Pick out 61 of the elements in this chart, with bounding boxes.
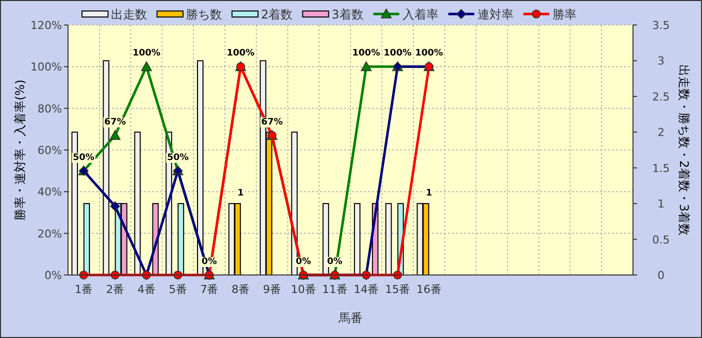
y-tick-label: 0% bbox=[44, 269, 62, 282]
legend-label: 2着数 bbox=[261, 8, 293, 22]
legend-label: 入着率 bbox=[402, 8, 438, 22]
data-label: 100% bbox=[384, 48, 412, 59]
bar bbox=[385, 203, 392, 276]
x-tick-label: 11番 bbox=[322, 283, 348, 296]
data-label: 100% bbox=[352, 48, 380, 59]
bar bbox=[354, 203, 360, 276]
y2-tick-label: 1.5 bbox=[652, 162, 670, 175]
y-tick-label: 60% bbox=[38, 144, 62, 157]
data-label: 100% bbox=[415, 48, 443, 59]
x-tick-label: 1番 bbox=[74, 283, 93, 296]
data-label: 100% bbox=[132, 48, 160, 59]
y-tick-label: 100% bbox=[30, 60, 62, 74]
legend-label: 勝率 bbox=[552, 8, 576, 22]
y2-tick-label: 2.5 bbox=[652, 90, 670, 104]
x-tick-label: 10番 bbox=[290, 283, 316, 296]
point bbox=[360, 61, 372, 72]
data-label: 0% bbox=[327, 257, 342, 267]
data-label: 1 bbox=[238, 188, 244, 199]
y-tick-label: 120% bbox=[30, 19, 62, 32]
point bbox=[141, 61, 152, 72]
x-tick-label: 4番 bbox=[137, 283, 156, 296]
bar bbox=[83, 203, 90, 276]
y2-tick-label: 3 bbox=[658, 54, 664, 68]
y-tick-label: 80% bbox=[38, 102, 62, 116]
legend-label: 3着数 bbox=[332, 8, 364, 22]
data-label: 50% bbox=[72, 152, 94, 163]
legend-label: 勝ち数 bbox=[186, 8, 222, 22]
y-axis-title: 勝率・連対率・入着率(%) bbox=[13, 80, 27, 220]
y-tick-label: 20% bbox=[38, 227, 62, 240]
legend-label: 連対率 bbox=[477, 8, 514, 22]
point bbox=[110, 130, 120, 140]
y2-tick-label: 3.5 bbox=[652, 19, 670, 32]
y2-tick-label: 0 bbox=[658, 269, 664, 282]
bar bbox=[197, 60, 204, 276]
y2-axis-title: 出走数・勝ち数・2着数・3着数 bbox=[677, 64, 691, 236]
data-label: 67% bbox=[261, 117, 283, 128]
x-tick-label: 9番 bbox=[263, 283, 282, 296]
bar bbox=[178, 203, 184, 276]
x-tick-label: 7番 bbox=[200, 283, 218, 296]
data-label: 50% bbox=[167, 152, 189, 163]
x-tick-label: 5番 bbox=[168, 283, 187, 296]
x-tick-label: 14番 bbox=[354, 283, 379, 296]
legend-label: 出走数 bbox=[111, 8, 147, 22]
y-tick-label: 40% bbox=[38, 186, 62, 199]
data-label: 0% bbox=[202, 257, 217, 267]
y2-tick-label: 1 bbox=[658, 198, 664, 211]
y2-tick-label: 2 bbox=[658, 126, 664, 140]
x-tick-label: 8番 bbox=[232, 283, 250, 296]
data-label: 1 bbox=[426, 188, 432, 199]
y2-tick-label: 0.5 bbox=[652, 233, 670, 246]
bar bbox=[134, 132, 141, 276]
x-axis-title: 馬番 bbox=[338, 311, 362, 325]
x-tick-label: 2番 bbox=[106, 283, 124, 296]
x-tick-label: 15番 bbox=[385, 283, 410, 296]
data-label: 100% bbox=[226, 48, 255, 59]
data-label: 0% bbox=[296, 257, 312, 267]
point bbox=[110, 201, 120, 212]
data-label: 67% bbox=[104, 117, 126, 128]
x-tick-label: 16番 bbox=[416, 283, 442, 296]
